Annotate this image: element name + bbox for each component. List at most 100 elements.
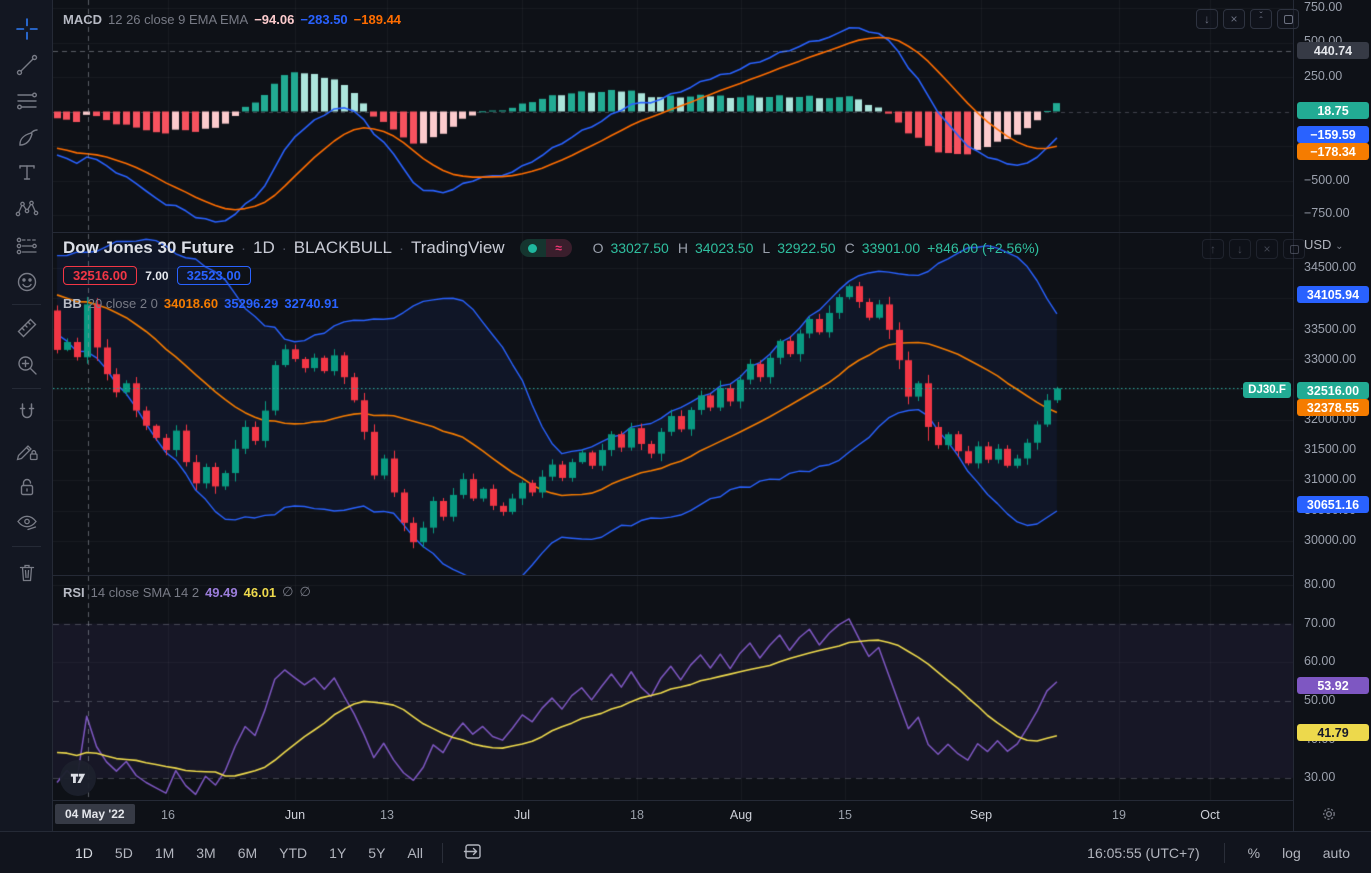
arrow-down-pane-button[interactable]: ↓ <box>1229 239 1251 259</box>
trend-line-icon <box>16 54 38 76</box>
time-tick: Jun <box>284 808 306 822</box>
macd-line-value: −283.50 <box>300 12 348 27</box>
macd-hist-badge: 18.75 <box>1297 102 1369 119</box>
sell-button[interactable]: 32516.00 <box>63 266 138 285</box>
log-scale-button[interactable]: log <box>1282 844 1301 861</box>
macd-signal-badge: −178.34 <box>1297 143 1369 160</box>
range-button-3m[interactable]: 3M <box>196 844 216 861</box>
bottom-toolbar: 1D 5D 1M 3M 6M YTD 1Y 5Y All 16:05:55 (UTC+7) % … <box>0 831 1371 873</box>
percent-scale-button[interactable]: % <box>1247 844 1261 861</box>
platform-label[interactable]: TradingView <box>411 238 505 257</box>
price-tick: 70.00 <box>1304 616 1336 630</box>
bb-basis-value: 34018.60 <box>163 296 219 311</box>
pane-divider[interactable] <box>0 232 1371 233</box>
buy-button[interactable]: 32523.00 <box>176 266 251 285</box>
arrow-up-pane-button[interactable]: ↑ <box>1202 239 1224 259</box>
rsi-ma-value: 46.01 <box>243 584 277 600</box>
magnet-tool[interactable] <box>12 398 42 428</box>
fib-retracement-icon <box>16 92 38 110</box>
time-tick: Aug <box>729 808 753 822</box>
rsi-value-badge: 53.92 <box>1297 677 1369 694</box>
drawing-mode-lock-tool[interactable] <box>12 435 42 465</box>
brush-tool[interactable] <box>12 122 42 152</box>
date-range-buttons: 1D 5D 1M 3M 6M YTD 1Y 5Y All <box>66 842 432 864</box>
range-button-1y[interactable]: 1Y <box>329 844 347 861</box>
range-button-1d[interactable]: 1D <box>75 844 93 861</box>
measure-tool[interactable] <box>12 313 42 343</box>
range-button-6m[interactable]: 6M <box>237 844 258 861</box>
range-button-5y[interactable]: 5Y <box>368 844 386 861</box>
time-tick: Oct <box>1200 808 1220 822</box>
xabcd-pattern-icon <box>15 200 39 217</box>
rsi-empty-value: ∅ <box>282 584 294 599</box>
magnet-icon <box>19 403 35 419</box>
fib-retracement-tool[interactable] <box>12 86 42 116</box>
forecast-tool[interactable] <box>12 230 42 260</box>
zoom-in-tool[interactable] <box>12 350 42 380</box>
maximize-pane-button[interactable] <box>1277 9 1299 29</box>
remove-drawings-tool[interactable] <box>12 557 42 587</box>
price-tick: 30.00 <box>1304 770 1336 784</box>
go-to-date-button[interactable] <box>453 837 493 868</box>
range-button-5d[interactable]: 5D <box>114 844 133 861</box>
emoji-tool[interactable] <box>12 267 42 297</box>
interval-label[interactable]: 1D <box>252 238 275 257</box>
bb-upper-value: 35296.29 <box>224 296 279 311</box>
toolbar-divider <box>12 304 41 305</box>
bb-lower-badge: 30651.16 <box>1297 496 1369 513</box>
rsi-header[interactable]: RSI 14 close SMA 14 2 49.49 46.01 ∅ ∅ <box>63 584 311 600</box>
currency-selector[interactable]: USD ⌄ <box>1304 237 1344 252</box>
price-tick: 34500.00 <box>1304 260 1357 274</box>
range-button-1m[interactable]: 1M <box>154 844 175 861</box>
symbol-name[interactable]: Dow Jones 30 Future <box>63 238 234 257</box>
macd-hist-value: −94.06 <box>254 12 295 27</box>
time-tick: 18 <box>630 808 644 822</box>
price-tick: 60.00 <box>1304 654 1336 668</box>
tradingview-logo[interactable] <box>60 760 96 796</box>
hide-drawings-tool[interactable] <box>12 507 42 537</box>
price-axis[interactable]: USD ⌄ 750.00 500.00 250.00 −500.00 −750.00 34… <box>1293 0 1371 831</box>
range-button-ytd[interactable]: YTD <box>279 844 308 861</box>
macd-line-badge: −159.59 <box>1297 126 1369 143</box>
crosshair-tool[interactable] <box>12 14 42 44</box>
price-tick: −500.00 <box>1304 173 1350 187</box>
session-clock[interactable]: 16:05:55 (UTC+7) <box>1087 844 1200 861</box>
emoji-icon <box>17 272 37 292</box>
maximize-pane-button[interactable] <box>1283 239 1305 259</box>
bb-basis-badge: 32378.55 <box>1297 399 1369 416</box>
low-value: 32922.50 <box>777 240 836 256</box>
macd-title: MACD <box>63 12 102 27</box>
lock-all-drawings-tool[interactable] <box>12 472 42 502</box>
macd-header[interactable]: MACD 12 26 close 9 EMA EMA −94.06 −283.5… <box>63 12 401 27</box>
bb-upper-badge: 34105.94 <box>1297 286 1369 303</box>
bb-header[interactable]: BB 20 close 2 0 34018.60 35296.29 32740.… <box>63 296 339 311</box>
market-status-toggle[interactable]: ≈ <box>519 239 572 257</box>
price-tick: −750.00 <box>1304 206 1350 220</box>
chart-canvas[interactable] <box>53 0 1293 800</box>
close-pane-button[interactable]: × <box>1256 239 1278 259</box>
range-button-all[interactable]: All <box>407 844 423 861</box>
price-tick: 31500.00 <box>1304 442 1357 456</box>
close-pane-button[interactable]: × <box>1223 9 1245 29</box>
zoom-in-icon <box>18 356 37 375</box>
text-tool[interactable] <box>12 157 42 187</box>
last-price-badge: 32516.00 <box>1297 382 1369 399</box>
spread-value: 7.00 <box>145 268 169 283</box>
rsi-empty-value: ∅ <box>299 584 311 599</box>
symbol-header: Dow Jones 30 Future · 1D · BLACKBULL · T… <box>63 238 1040 257</box>
auto-scale-button[interactable]: auto <box>1322 844 1350 861</box>
price-tick: 30000.00 <box>1304 533 1357 547</box>
main-pane-controls: ↑ ↓ × <box>1202 239 1305 259</box>
arrow-down-pane-button[interactable]: ↓ <box>1196 9 1218 29</box>
trend-line-tool[interactable] <box>12 50 42 80</box>
xabcd-pattern-tool[interactable] <box>12 194 42 224</box>
time-tick: 16 <box>161 808 175 822</box>
broker-label[interactable]: BLACKBULL <box>293 238 392 257</box>
macd-pane-controls: ↓ × ˇ ˆ <box>1196 9 1299 29</box>
time-tick: 19 <box>1112 808 1126 822</box>
time-axis[interactable]: 04 May '22 16 Jun 13 Jul 18 Aug 15 Sep 19 Oct <box>53 800 1293 831</box>
price-tick: 750.00 <box>1304 0 1343 14</box>
pane-divider[interactable] <box>0 575 1371 576</box>
axis-settings-gear-icon[interactable] <box>1320 805 1338 828</box>
